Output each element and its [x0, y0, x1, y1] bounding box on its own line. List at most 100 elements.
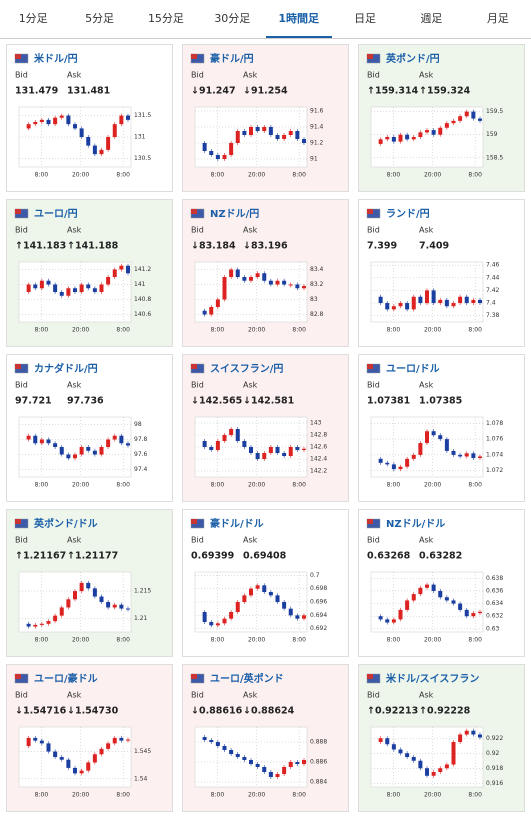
pair-title: 米ドル/スイスフラン	[386, 672, 479, 685]
candle	[99, 447, 104, 455]
ask-value: 0.69408	[243, 551, 287, 562]
bid-value: ↓1.54716	[15, 706, 67, 717]
tab[interactable]: 5分足	[85, 12, 115, 25]
y-tick-label: 143	[310, 420, 322, 427]
candle	[451, 303, 456, 307]
candle	[126, 443, 130, 446]
ask-label: Ask	[67, 381, 82, 390]
flag-mark	[191, 519, 197, 524]
ask-value: 0.63282	[419, 551, 462, 562]
candle	[444, 123, 449, 128]
candle	[249, 447, 253, 453]
candle	[385, 462, 390, 465]
candle	[66, 599, 71, 608]
ask-label: Ask	[243, 226, 258, 235]
rate-panel[interactable]: 米ドル/スイスフラン Bid Ask ↑0.92213 ↑0.92228 0.916 0.9…	[358, 664, 525, 812]
candle	[458, 296, 463, 304]
pair-title: スイスフラン/円	[210, 363, 283, 375]
y-tick-label: 97.4	[134, 466, 148, 473]
candle	[235, 269, 240, 277]
y-tick-label: 0.694	[310, 612, 327, 619]
rate-panel[interactable]: ユーロ/豪ドル Bid Ask ↓1.54716 ↓1.54730 1.54 1.545 8:…	[6, 664, 173, 812]
candle	[418, 443, 423, 455]
candle	[405, 600, 410, 610]
candle	[398, 303, 403, 307]
candle	[425, 768, 429, 776]
y-tick-label: 91.4	[310, 124, 324, 131]
rate-panel[interactable]: ユーロ/円 Bid Ask ↑141.183 ↑141.188 140.6 140.8 141…	[6, 199, 173, 347]
candle	[288, 608, 293, 616]
rate-panel[interactable]: 豪ドル/円 Bid Ask ↓91.247 ↓91.254 91 91.2 91.4 91.6 8…	[182, 44, 349, 192]
candle	[418, 132, 423, 137]
x-tick-label: 8:00	[35, 172, 49, 179]
rate-panel[interactable]: ランド/円 Bid Ask 7.399 7.409 7.38 7.4 7.42 7.44 7.46…	[358, 199, 525, 347]
candle	[79, 284, 84, 292]
y-tick-label: 0.918	[486, 765, 503, 772]
candle	[202, 310, 207, 315]
pair-title: ユーロ/ドル	[386, 363, 440, 375]
candle	[86, 284, 91, 289]
tab[interactable]: 週足	[420, 12, 443, 25]
y-tick-label: 1.076	[486, 436, 503, 443]
rate-panel[interactable]: NZドル/円 Bid Ask ↓83.184 ↓83.196 82.8 83 83.2 83.4…	[182, 199, 349, 347]
x-tick-label: 8:00	[468, 172, 482, 179]
candle	[464, 453, 469, 457]
candle	[229, 612, 234, 619]
flag-mark	[15, 674, 21, 679]
rate-panel[interactable]: ユーロ/英ポンド Bid Ask ↓0.88616 ↓0.88624 0.884 0.886…	[182, 664, 349, 812]
x-tick-label: 8:00	[468, 482, 482, 489]
candle	[425, 584, 429, 588]
y-tick-label: 1.545	[134, 748, 151, 755]
x-tick-label: 8:00	[387, 792, 401, 799]
candle	[275, 135, 280, 139]
y-tick-label: 130.5	[134, 155, 151, 162]
candle	[26, 623, 31, 627]
tab[interactable]: 15分足	[147, 12, 184, 25]
candle	[59, 292, 64, 296]
candle	[255, 127, 260, 131]
pair-title: NZドル/ドル	[386, 518, 445, 530]
candle	[73, 288, 77, 292]
panel-content: 英ポンド/ドル Bid Ask↑1.21167 ↑1.21177 1.21 1.215 8:…	[14, 517, 151, 644]
panel-content: カナダドル/円 Bid Ask 97.721 97.736 97.4 97.6 97.8 98 8…	[14, 362, 148, 489]
panel-content: ユーロ/ドル Bid Ask 1.07381 1.07385 1.072 1.074 1.07…	[366, 363, 503, 489]
y-tick-label: 0.632	[486, 613, 503, 620]
bid-label: Bid	[15, 691, 28, 700]
rate-panel[interactable]: ユーロ/ドル Bid Ask 1.07381 1.07385 1.072 1.074 1.07…	[358, 354, 525, 502]
candle	[295, 615, 300, 619]
flag-mark	[15, 519, 21, 524]
ask-value: ↓91.254	[243, 86, 288, 97]
candle	[86, 582, 91, 589]
rate-panel[interactable]: カナダドル/円 Bid Ask 97.721 97.736 97.4 97.6 97.8 98 8…	[6, 354, 173, 502]
rate-panel[interactable]: NZドル/ドル Bid Ask 0.63268 0.63282 0.63 0.632 0.63…	[358, 509, 525, 657]
y-tick-label: 7.46	[486, 262, 500, 269]
candle	[99, 748, 104, 755]
rate-panel[interactable]: 豪ドル/ドル Bid Ask 0.69399 0.69408 0.692 0.694 0.69…	[182, 509, 349, 657]
candle	[215, 623, 220, 626]
chart-area	[18, 416, 132, 478]
candle	[458, 116, 463, 121]
tab[interactable]: 日足	[354, 12, 377, 25]
ask-label: Ask	[243, 691, 258, 700]
flag-mark	[15, 209, 21, 214]
candle	[92, 588, 97, 597]
rate-panel[interactable]: 英ポンド/ドル Bid Ask ↑1.21167 ↑1.21177 1.21 1.215 8:…	[6, 509, 173, 657]
candle	[242, 595, 247, 602]
candle	[229, 429, 234, 435]
x-tick-label: 8:00	[211, 172, 225, 179]
y-tick-label: 91	[310, 156, 318, 163]
tab[interactable]: 1時間足	[265, 0, 332, 38]
rate-panel[interactable]: 米ドル/円 Bid Ask 131.479 131.481 130.5 131 131.5 8:…	[6, 44, 173, 192]
rate-panel[interactable]: 英ポンド/円 Bid Ask ↑159.314 ↑159.324 158.5 159 159.…	[358, 44, 525, 192]
tab[interactable]: 月足	[486, 12, 509, 25]
candle	[282, 280, 287, 285]
panel-content: スイスフラン/円 Bid Ask↓142.565 ↓142.581 142.2 142.4…	[190, 363, 327, 489]
tab[interactable]: 30分足	[214, 12, 251, 25]
rate-panel[interactable]: スイスフラン/円 Bid Ask ↓142.565 ↓142.581 142.2 142.4…	[182, 354, 349, 502]
y-tick-label: 131	[134, 134, 146, 141]
tab[interactable]: 1分足	[18, 12, 48, 25]
bid-value: ↑159.314	[367, 86, 419, 97]
flag-mark	[367, 674, 373, 679]
ask-value: ↓0.88624	[243, 706, 295, 717]
candle	[451, 120, 456, 124]
